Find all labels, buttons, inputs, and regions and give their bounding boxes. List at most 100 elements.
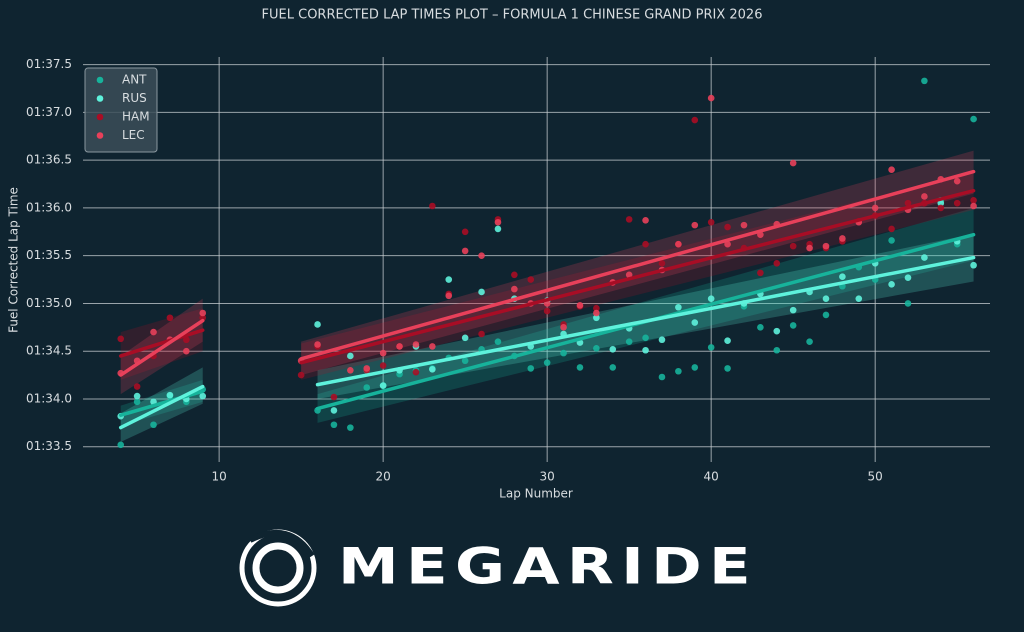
data-point <box>199 392 207 400</box>
data-point <box>379 362 387 369</box>
data-point <box>576 364 584 371</box>
trend-line <box>315 255 976 387</box>
data-point <box>642 217 649 224</box>
legend-marker <box>96 95 104 102</box>
chart-title: FUEL CORRECTED LAP TIMES PLOT – FORMULA … <box>262 8 763 23</box>
data-point <box>625 338 633 345</box>
x-tick-label: 40 <box>704 470 719 484</box>
data-point <box>199 314 207 322</box>
data-point <box>297 371 305 379</box>
data-point <box>757 269 764 277</box>
data-point <box>691 319 699 326</box>
data-point <box>494 338 502 345</box>
logo-swoosh <box>248 529 315 558</box>
data-point <box>396 343 403 350</box>
data-point <box>724 337 731 344</box>
data-point <box>593 345 600 352</box>
y-tick-label: 01:36.0 <box>26 200 72 214</box>
data-point <box>183 347 190 355</box>
data-point <box>543 307 551 315</box>
confidence-band <box>317 207 974 423</box>
data-point <box>773 260 781 267</box>
brand-text: MEGARIDE <box>338 538 758 596</box>
confidence-band <box>317 233 974 399</box>
data-point <box>921 254 928 261</box>
data-point <box>691 221 699 229</box>
data-point <box>593 304 600 312</box>
data-point <box>117 441 125 449</box>
data-point <box>822 295 830 302</box>
data-point <box>379 382 387 389</box>
y-tick-label: 01:37.5 <box>26 57 72 71</box>
data-point <box>871 204 879 212</box>
data-point <box>642 346 649 354</box>
data-point <box>953 199 961 207</box>
data-point <box>347 367 354 374</box>
data-point <box>888 225 895 233</box>
data-point <box>773 327 781 335</box>
data-point <box>921 193 928 200</box>
trend-line <box>299 169 976 361</box>
x-tick-label: 10 <box>211 470 226 484</box>
data-point <box>806 244 813 252</box>
data-point <box>543 359 551 366</box>
data-point <box>658 336 666 344</box>
data-point <box>511 285 518 293</box>
data-point <box>609 364 617 371</box>
trend-line <box>118 328 205 358</box>
data-point <box>822 311 830 319</box>
data-point <box>183 336 190 344</box>
x-tick-label: 50 <box>868 470 883 484</box>
data-point <box>888 281 895 288</box>
data-point <box>461 247 469 255</box>
data-point <box>363 384 371 391</box>
y-tick-label: 01:36.5 <box>26 153 72 167</box>
data-point <box>904 300 912 307</box>
data-point <box>511 271 518 279</box>
data-point <box>412 368 420 376</box>
data-point <box>789 306 797 314</box>
trend-line <box>299 188 976 365</box>
data-point <box>658 373 666 381</box>
y-tick-label: 01:34.0 <box>26 391 72 405</box>
data-point <box>625 271 633 279</box>
data-point <box>675 240 682 248</box>
data-point <box>707 218 715 226</box>
data-point <box>789 159 797 167</box>
data-point <box>773 346 781 354</box>
data-point <box>494 225 502 233</box>
x-axis-label: Lap Number <box>499 487 573 501</box>
y-tick-label: 01:37.0 <box>26 105 72 119</box>
data-point <box>494 218 502 226</box>
data-point <box>314 321 321 328</box>
data-point <box>166 391 174 399</box>
data-point <box>707 94 715 102</box>
x-tick-label: 20 <box>376 470 391 484</box>
data-point <box>461 228 469 236</box>
y-axis-label: Fuel Corrected Lap Time <box>7 187 21 333</box>
data-point <box>789 322 797 329</box>
legend-label: ANT <box>122 73 147 87</box>
data-point <box>347 424 354 431</box>
data-point <box>461 357 469 365</box>
data-point <box>150 328 157 336</box>
data-point <box>625 216 633 223</box>
data-point <box>560 324 567 331</box>
legend-marker <box>96 76 104 84</box>
data-point <box>314 341 321 348</box>
data-point <box>150 421 157 429</box>
data-point <box>642 334 649 342</box>
data-point <box>330 393 338 401</box>
y-tick-label: 01:35.0 <box>26 296 72 310</box>
data-point <box>658 260 666 267</box>
data-point <box>117 335 125 343</box>
data-point <box>740 221 748 229</box>
data-point <box>953 177 961 185</box>
x-tick-label: 30 <box>540 470 555 484</box>
data-point <box>839 235 846 242</box>
legend-label: HAM <box>122 110 150 124</box>
data-point <box>609 345 617 353</box>
data-point <box>429 202 436 210</box>
